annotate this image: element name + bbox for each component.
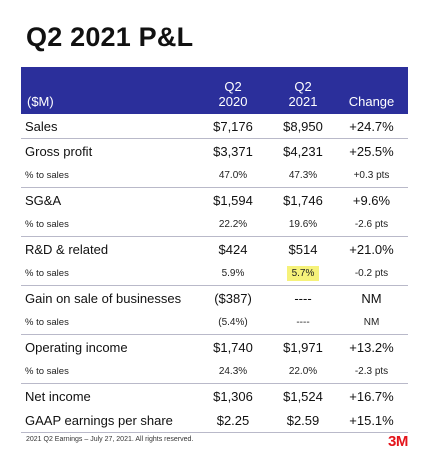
- value-q2-2021: ----: [296, 316, 310, 328]
- value-q2-2020: $1,740: [195, 334, 271, 359]
- pl-table: ($M) Q2 2020 Q2 2021 Change Sales $7,176…: [21, 67, 408, 433]
- table-row-sales: Sales $7,176 $8,950 +24.7%: [21, 114, 408, 139]
- value-change: -2.3 pts: [354, 365, 389, 377]
- value-change: -2.6 pts: [354, 218, 389, 230]
- value-q2-2021: $1,971: [271, 334, 335, 359]
- value-q2-2021-highlighted: 5.7%: [271, 261, 335, 286]
- table-row-gross-profit: Gross profit $3,371 $4,231 +25.5%: [21, 138, 408, 163]
- value-change: NM: [363, 316, 380, 328]
- value-q2-2021: $514: [271, 236, 335, 261]
- header-q2-2020-line1: Q2: [224, 79, 242, 94]
- table-row-gross-profit-pct: % to sales 47.0% 47.3% +0.3 pts: [21, 163, 408, 188]
- value-q2-2020: $1,594: [195, 187, 271, 212]
- header-q2-2021-line2: 2021: [288, 94, 318, 109]
- row-label: Net income: [21, 383, 195, 408]
- row-label: Gain on sale of businesses: [21, 285, 195, 310]
- header-q2-2020-line2: 2020: [218, 94, 248, 109]
- value-change: +15.1%: [335, 408, 408, 433]
- value-q2-2020: 47.0%: [218, 169, 248, 181]
- value-q2-2021: $2.59: [271, 408, 335, 433]
- value-q2-2020: 5.9%: [221, 267, 245, 279]
- table-row-gain-on-sale-pct: % to sales (5.4%) ---- NM: [21, 310, 408, 335]
- footer-text: 2021 Q2 Earnings – July 27, 2021. All ri…: [26, 436, 194, 443]
- table-row-net-income: Net income $1,306 $1,524 +16.7%: [21, 383, 408, 408]
- value-q2-2020: (5.4%): [218, 316, 248, 328]
- value-q2-2020: $424: [195, 236, 271, 261]
- value-q2-2021: 22.0%: [288, 365, 318, 377]
- value-change: +25.5%: [335, 138, 408, 163]
- value-q2-2021: $4,231: [271, 138, 335, 163]
- page-title: Q2 2021 P&L: [26, 22, 194, 52]
- row-label: GAAP earnings per share: [21, 408, 195, 433]
- table-row-rd-pct: % to sales 5.9% 5.7% -0.2 pts: [21, 261, 408, 286]
- value-change: +21.0%: [335, 236, 408, 261]
- value-q2-2020: $7,176: [213, 118, 253, 134]
- value-q2-2021: ----: [271, 285, 335, 310]
- value-q2-2020: ($387): [195, 285, 271, 310]
- row-label: % to sales: [25, 267, 69, 279]
- row-label: Operating income: [21, 334, 195, 359]
- value-q2-2020: $1,306: [195, 383, 271, 408]
- header-q2-2021: Q2 2021: [271, 67, 335, 114]
- value-q2-2020: 22.2%: [218, 218, 248, 230]
- header-units: ($M): [21, 67, 195, 114]
- header-q2-2021-line1: Q2: [294, 79, 312, 94]
- header-q2-2020: Q2 2020: [195, 67, 271, 114]
- row-label: % to sales: [25, 169, 69, 181]
- value-q2-2021: 47.3%: [288, 169, 318, 181]
- table-row-operating-income: Operating income $1,740 $1,971 +13.2%: [21, 334, 408, 359]
- header-change: Change: [335, 67, 408, 114]
- row-label: Gross profit: [21, 138, 195, 163]
- table-row-sga: SG&A $1,594 $1,746 +9.6%: [21, 187, 408, 212]
- value-q2-2021: $8,950: [283, 118, 323, 134]
- value-q2-2020: $2.25: [195, 408, 271, 433]
- row-label: R&D & related: [21, 236, 195, 261]
- company-logo: 3M: [388, 433, 408, 450]
- value-change: +24.7%: [349, 118, 394, 134]
- value-q2-2020: 24.3%: [218, 365, 248, 377]
- row-label: % to sales: [25, 316, 69, 328]
- value-change: +13.2%: [335, 334, 408, 359]
- value-q2-2021: $1,746: [271, 187, 335, 212]
- value-change: -0.2 pts: [354, 267, 389, 279]
- table-row-sga-pct: % to sales 22.2% 19.6% -2.6 pts: [21, 212, 408, 237]
- table-row-rd: R&D & related $424 $514 +21.0%: [21, 236, 408, 261]
- table-row-gain-on-sale: Gain on sale of businesses ($387) ---- N…: [21, 285, 408, 310]
- value-change: +9.6%: [335, 187, 408, 212]
- value-change: +16.7%: [335, 383, 408, 408]
- value-change: +0.3 pts: [353, 169, 390, 181]
- value-q2-2021: 19.6%: [288, 218, 318, 230]
- row-label: % to sales: [25, 365, 69, 377]
- table-row-eps: GAAP earnings per share $2.25 $2.59 +15.…: [21, 408, 408, 433]
- table-row-operating-income-pct: % to sales 24.3% 22.0% -2.3 pts: [21, 359, 408, 384]
- table-header-row: ($M) Q2 2020 Q2 2021 Change: [21, 67, 408, 114]
- value-q2-2020: $3,371: [195, 138, 271, 163]
- value-change: NM: [335, 285, 408, 310]
- value-q2-2021: $1,524: [271, 383, 335, 408]
- highlight-marker: 5.7%: [286, 265, 320, 281]
- row-label: SG&A: [21, 187, 195, 212]
- row-label: Sales: [25, 118, 58, 134]
- row-label: % to sales: [25, 218, 69, 230]
